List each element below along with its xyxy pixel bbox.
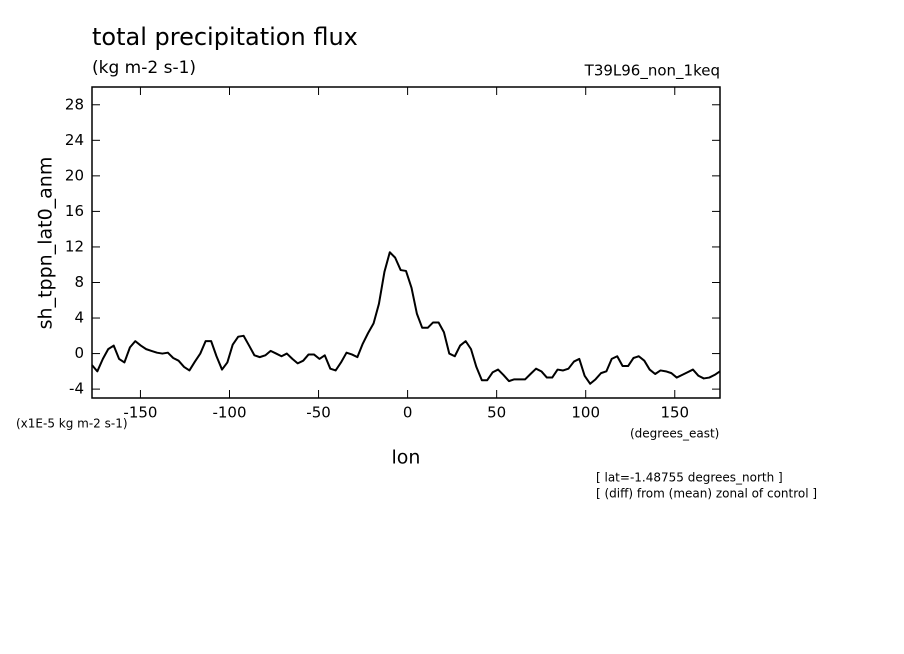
x-tick-label: 50 [487, 404, 506, 422]
x-tick-label: -100 [212, 404, 246, 422]
y-tick-label: 24 [65, 131, 84, 149]
x-tick-label: 150 [660, 404, 689, 422]
x-tick-label: -50 [306, 404, 331, 422]
x-tick-label: 100 [571, 404, 600, 422]
y-tick-label: 0 [74, 344, 84, 362]
y-units: (x1E-5 kg m-2 s-1) [16, 417, 128, 431]
y-tick-label: 8 [74, 273, 84, 291]
y-axis-label: sh_tppn_lat0_anm [35, 157, 57, 330]
chart-subtitle: (kg m-2 s-1) [92, 58, 196, 78]
dataset-label: T39L96_non_1keq [584, 62, 720, 81]
y-tick-label: 20 [65, 166, 84, 184]
chart-title: total precipitation flux [92, 23, 358, 51]
plot-frame [91, 86, 721, 399]
x-tick-label: -150 [123, 404, 157, 422]
x-tick-label: 0 [403, 404, 413, 422]
y-tick-label: -4 [69, 380, 84, 398]
y-tick-label: 12 [65, 237, 84, 255]
annotation: [ lat=-1.48755 degrees_north ] [596, 471, 783, 485]
y-tick-label: 28 [65, 95, 84, 113]
x-units: (degrees_east) [630, 427, 719, 441]
annotation: [ (diff) from (mean) zonal of control ] [596, 487, 817, 501]
y-tick-label: 16 [65, 202, 84, 220]
x-axis-label: lon [392, 447, 421, 469]
data-line [91, 251, 721, 385]
y-tick-label: 4 [74, 309, 84, 327]
